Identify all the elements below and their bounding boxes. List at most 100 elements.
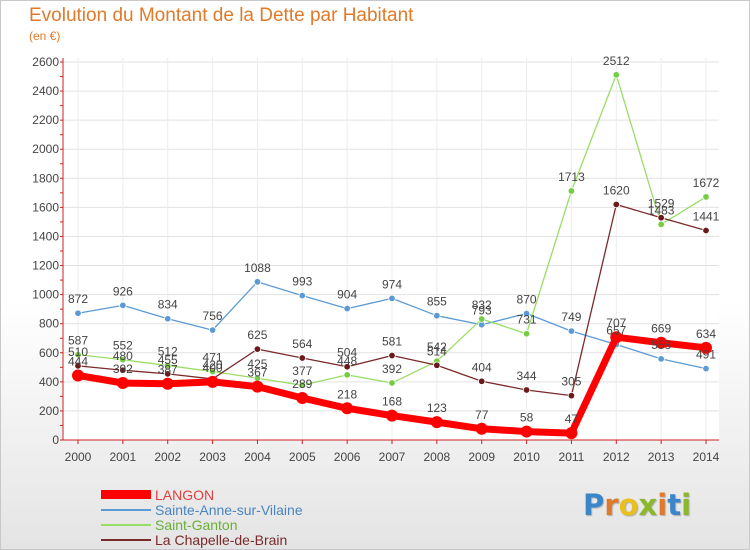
- data-label: 305: [561, 375, 581, 389]
- legend-label-saint-ganton: Saint-Ganton: [155, 516, 238, 533]
- x-tick-label: 2011: [559, 450, 585, 464]
- data-label: 1672: [693, 176, 720, 190]
- data-label: 480: [113, 349, 133, 363]
- data-point: [522, 309, 531, 318]
- data-point: [388, 294, 396, 303]
- data-point: [208, 326, 217, 334]
- data-point: [702, 193, 710, 201]
- data-point: [119, 301, 127, 310]
- data-point: [253, 345, 262, 353]
- chart-subtitle: (en €): [29, 29, 61, 43]
- y-tick-label: 0: [52, 433, 59, 447]
- y-tick-label: 1800: [32, 171, 59, 185]
- data-label: 926: [113, 284, 133, 298]
- data-label: 218: [337, 387, 357, 401]
- data-label: 512: [158, 345, 178, 359]
- logo-letter: P: [583, 488, 605, 522]
- y-tick-label: 2200: [32, 113, 59, 127]
- data-label: 392: [382, 362, 402, 376]
- legend-item-langon: LANGON: [101, 487, 303, 503]
- data-label: 491: [696, 348, 716, 362]
- data-point: [655, 336, 668, 349]
- plot-area: [63, 58, 719, 440]
- data-point: [298, 354, 306, 362]
- x-tick-label: 2000: [65, 450, 92, 464]
- data-label: 77: [475, 408, 489, 422]
- data-label: 974: [382, 277, 402, 291]
- data-label: 1620: [603, 183, 630, 197]
- data-point: [253, 278, 262, 286]
- data-label: 58: [520, 411, 534, 425]
- logo-letter: i: [657, 488, 668, 522]
- x-tick-label: 2010: [513, 450, 540, 464]
- data-label: 855: [427, 295, 447, 309]
- data-point: [478, 315, 486, 323]
- legend-item-saint-ganton: Saint-Ganton: [101, 516, 303, 533]
- logo-letter: i: [681, 488, 692, 522]
- y-tick-label: 200: [39, 404, 59, 418]
- data-point: [296, 391, 309, 404]
- y-tick-label: 2000: [32, 142, 59, 156]
- data-point: [343, 304, 351, 313]
- data-label: 625: [247, 328, 267, 342]
- y-tick-label: 400: [39, 375, 59, 389]
- data-point: [565, 427, 578, 440]
- data-label: 904: [337, 288, 357, 302]
- data-label: 392: [113, 362, 133, 376]
- legend-swatch-saint-ganton: [101, 523, 151, 526]
- data-label: 289: [292, 377, 312, 391]
- data-label: 993: [292, 275, 312, 289]
- data-label: 749: [561, 310, 581, 324]
- data-point: [567, 327, 576, 335]
- x-tick-label: 2013: [648, 450, 675, 464]
- data-label: 731: [517, 313, 537, 327]
- data-point: [702, 226, 710, 235]
- data-point: [74, 309, 82, 317]
- data-label: 400: [203, 361, 223, 375]
- data-point: [522, 386, 531, 394]
- data-point: [298, 381, 306, 389]
- data-label: 514: [427, 344, 447, 358]
- data-point: [161, 377, 174, 390]
- data-point: [208, 367, 217, 376]
- x-tick-label: 2012: [603, 450, 630, 464]
- x-tick-label: 2006: [334, 450, 361, 464]
- legend-item-la-chapelle-de-brain: La Chapelle-de-Brain: [101, 532, 303, 548]
- legend-label-sainte-anne-sur-vilaine: Sainte-Anne-sur-Vilaine: [155, 501, 303, 518]
- chart-legend: LANGON Sainte-Anne-sur-Vilaine Saint-Gan…: [101, 487, 303, 548]
- legend-swatch-langon: [101, 490, 151, 499]
- data-point: [478, 377, 486, 385]
- y-tick-label: 800: [39, 317, 59, 331]
- proxiti-logo: Proxiti: [583, 488, 691, 522]
- data-label: 657: [606, 323, 626, 337]
- data-label: 2512: [603, 54, 630, 68]
- data-point: [657, 355, 665, 363]
- data-label: 420: [203, 358, 223, 372]
- data-point: [433, 311, 441, 320]
- data-point: [520, 425, 533, 438]
- y-tick-label: 1400: [32, 229, 59, 243]
- y-tick-label: 600: [39, 346, 59, 360]
- data-label: 1441: [693, 210, 720, 224]
- data-label: 587: [68, 334, 88, 348]
- data-point: [164, 361, 172, 370]
- x-tick-label: 2014: [693, 450, 720, 464]
- data-label: 1483: [648, 203, 675, 217]
- data-label: 168: [382, 395, 402, 409]
- data-label: 872: [68, 292, 88, 306]
- logo-letter: t: [667, 488, 682, 522]
- data-point: [341, 402, 354, 415]
- data-point: [343, 363, 351, 371]
- data-label: 510: [68, 345, 88, 359]
- data-point: [567, 187, 576, 195]
- data-point: [164, 315, 172, 323]
- data-point: [388, 379, 396, 387]
- data-label: 870: [517, 293, 537, 307]
- data-label: 471: [203, 351, 223, 365]
- data-point: [164, 370, 172, 378]
- data-label: 634: [696, 327, 716, 341]
- y-tick-label: 1200: [32, 259, 59, 273]
- y-tick-label: 2600: [32, 55, 59, 69]
